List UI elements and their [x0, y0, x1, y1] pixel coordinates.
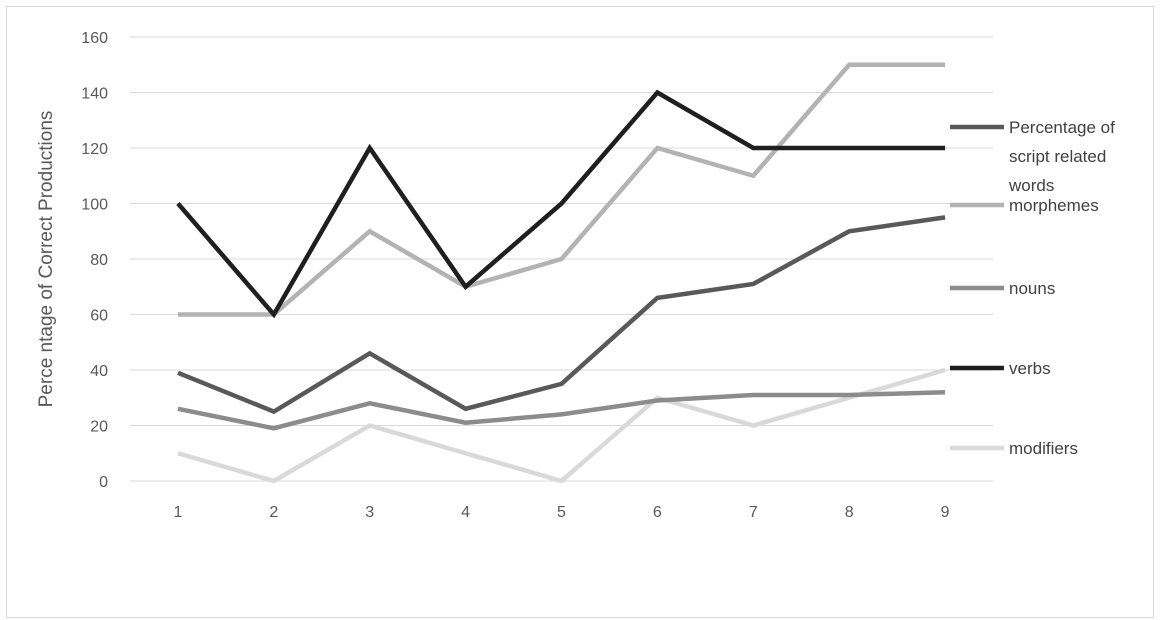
series-line-nouns — [177, 389, 946, 431]
x-tick-label: 6 — [653, 504, 662, 521]
x-tick-label: 1 — [173, 504, 182, 521]
y-tick-label: 160 — [81, 30, 108, 47]
series-line-verbs — [176, 89, 946, 319]
y-tick-label: 40 — [90, 363, 108, 380]
series-lines — [176, 62, 946, 484]
y-tick-label: 100 — [81, 197, 108, 214]
legend-label: morphemes — [1009, 196, 1099, 215]
y-tick-label: 140 — [81, 86, 108, 103]
legend-item: verbs — [950, 359, 1051, 378]
x-tick-label: 9 — [941, 504, 950, 521]
x-tick-label: 7 — [749, 504, 758, 521]
legend: Percentage of script related wordsmorpheme… — [950, 118, 1115, 458]
legend-item: nouns — [950, 279, 1055, 298]
x-tick-label: 5 — [557, 504, 566, 521]
x-tick-label: 4 — [461, 504, 470, 521]
legend-item: morphemes — [950, 196, 1099, 215]
legend-item: modifiers — [950, 439, 1078, 458]
series-line-modifiers — [177, 367, 946, 484]
y-tick-label: 120 — [81, 141, 108, 158]
y-tick-label: 0 — [99, 474, 108, 491]
series-line-morphemes — [177, 62, 946, 317]
series-line-percentage-of-script-related-words — [177, 215, 946, 415]
x-tick-label: 2 — [269, 504, 278, 521]
legend-label: words — [1008, 176, 1054, 195]
legend-label: modifiers — [1009, 439, 1078, 458]
legend-label: nouns — [1009, 279, 1055, 298]
y-axis-ticks: 0 20 40 60 80 100 120 140 160 — [81, 30, 108, 491]
legend-item: Percentage of script related words — [950, 118, 1115, 195]
y-tick-label: 80 — [90, 252, 108, 269]
legend-label: script related — [1009, 147, 1106, 166]
y-tick-label: 60 — [90, 308, 108, 325]
x-tick-label: 3 — [365, 504, 374, 521]
legend-label: Percentage of — [1009, 118, 1115, 137]
x-axis-ticks: 1 2 3 4 5 6 7 8 9 — [173, 504, 949, 521]
y-axis-title: Perce ntage of Correct Productions — [36, 111, 57, 408]
x-tick-label: 8 — [845, 504, 854, 521]
y-tick-label: 20 — [90, 419, 108, 436]
chart-frame — [6, 6, 1154, 618]
legend-label: verbs — [1009, 359, 1051, 378]
